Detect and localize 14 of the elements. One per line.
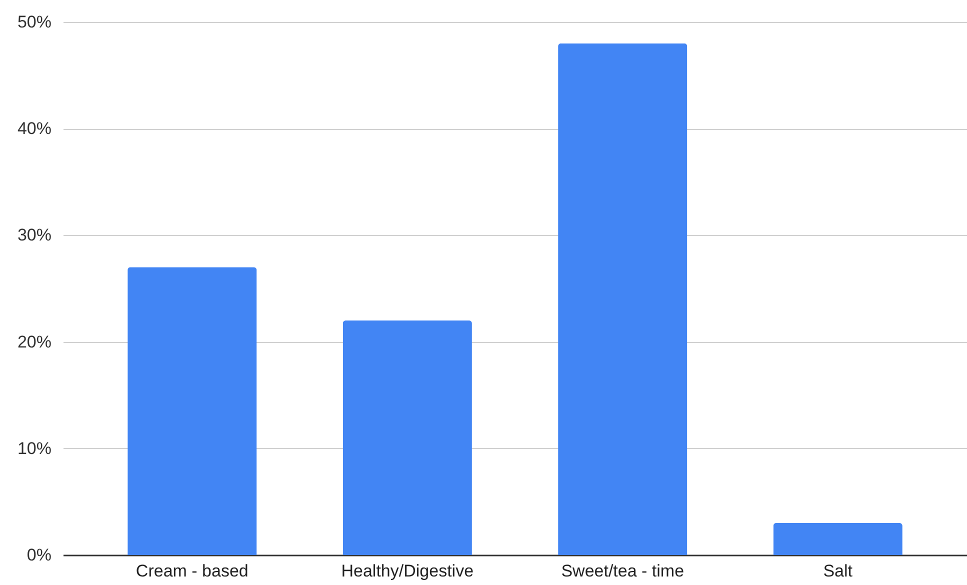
y-tick-label: 10% <box>17 438 52 458</box>
x-tick-label: Cream - based <box>136 562 248 580</box>
y-tick-label: 20% <box>17 332 52 352</box>
y-tick-label: 0% <box>26 546 52 564</box>
x-tick-label: Healthy/Digestive <box>341 562 474 580</box>
bar <box>128 267 257 555</box>
bar <box>558 43 688 555</box>
y-tick-label: 30% <box>17 226 52 245</box>
bar <box>773 523 902 555</box>
y-tick-label: 50% <box>17 12 52 32</box>
y-tick-label: 40% <box>17 119 52 138</box>
x-tick-label: Salt <box>823 562 853 580</box>
x-tick-label: Sweet/tea - time <box>561 562 684 580</box>
bar <box>342 320 472 555</box>
